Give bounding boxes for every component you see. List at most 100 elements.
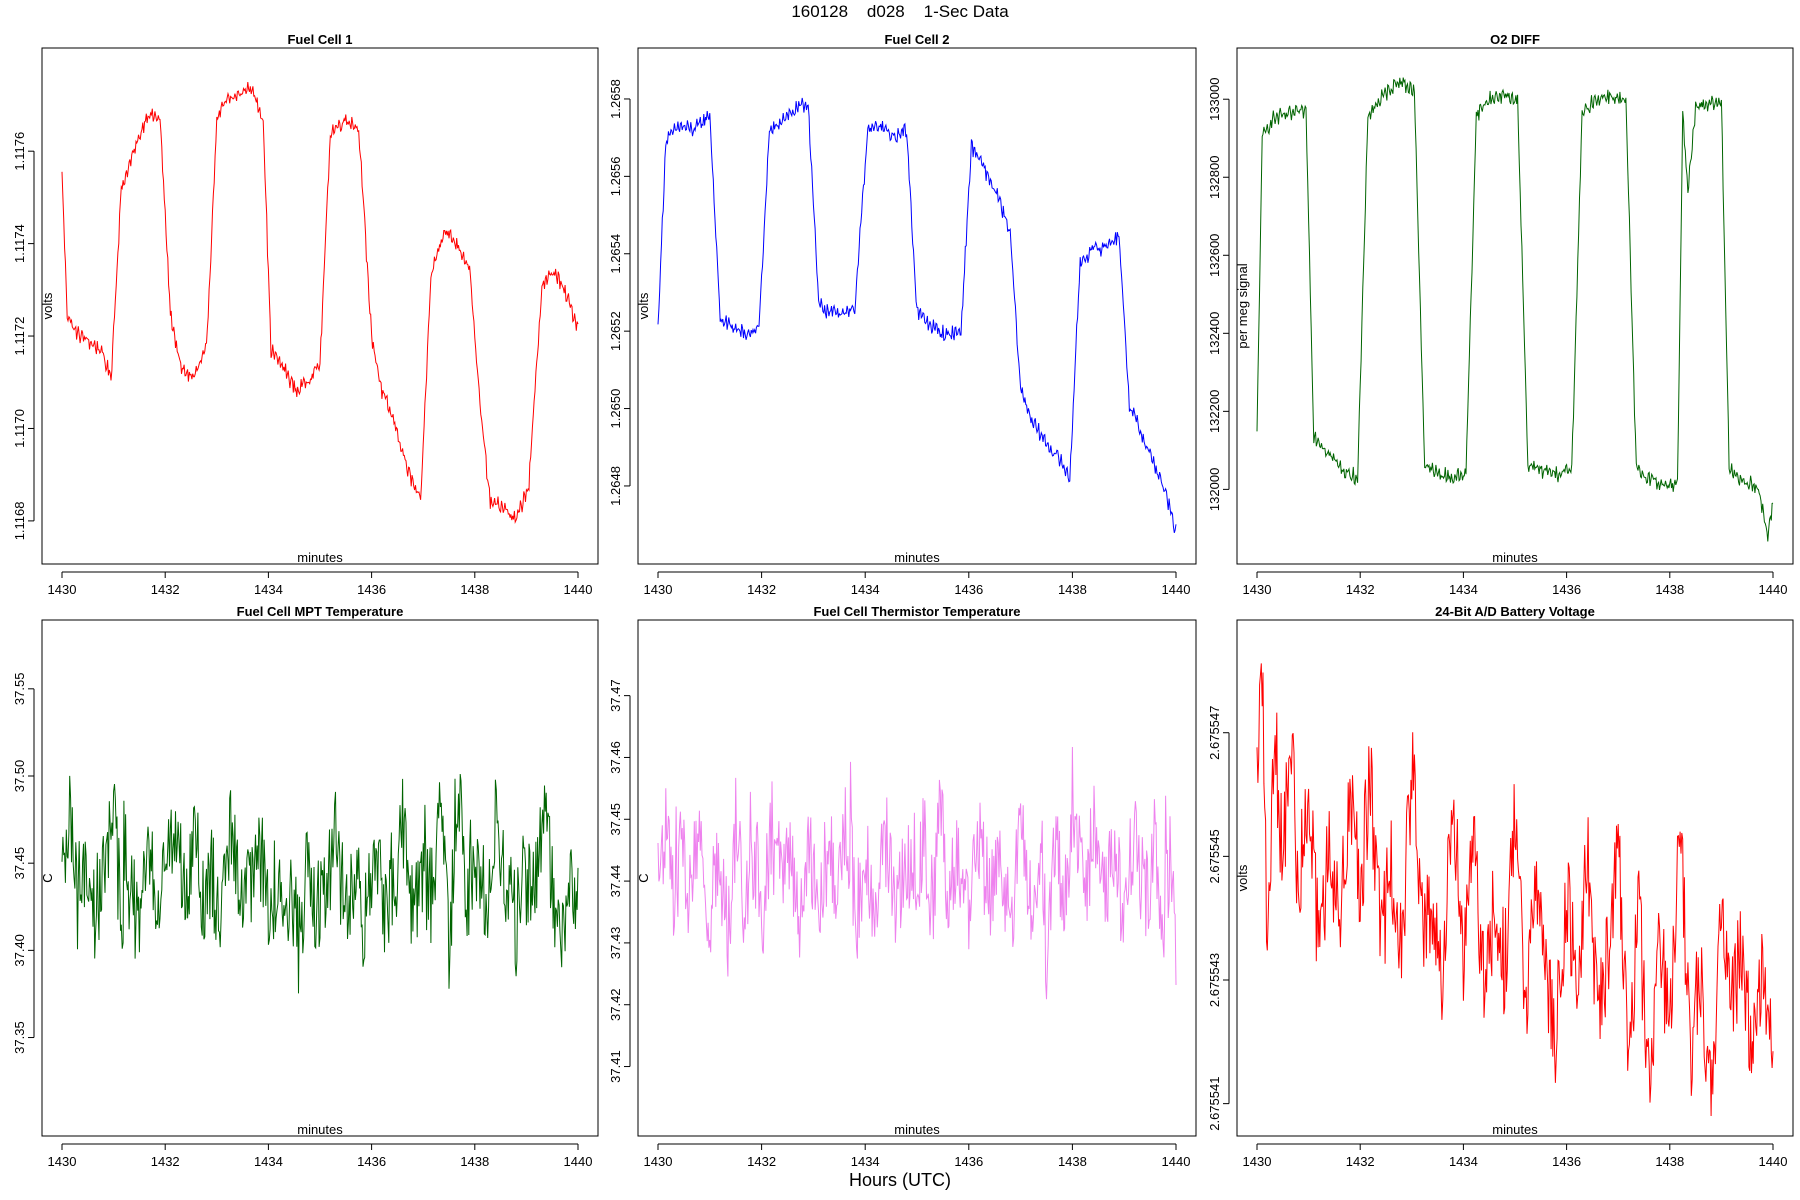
y-tick-label: 1.1170 bbox=[12, 409, 27, 448]
y-axis-label: C bbox=[636, 873, 651, 882]
y-tick-label: 37.44 bbox=[608, 865, 623, 898]
x-tick-label: 1432 bbox=[1346, 1154, 1375, 1169]
y-axis-label: volts bbox=[1235, 864, 1250, 891]
y-axis-label: volts bbox=[636, 292, 651, 319]
y-tick-label: 1.1168 bbox=[12, 501, 27, 540]
plot-frame bbox=[637, 47, 1197, 565]
chart-panel-6: 24-Bit A/D Battery Voltage 1430 1432 1434 14… bbox=[1207, 604, 1794, 1169]
x-axis-label: minutes bbox=[1492, 550, 1538, 565]
x-tick-label: 1432 bbox=[747, 582, 776, 597]
x-tick-label: 1432 bbox=[1346, 582, 1375, 597]
x-tick-label: 1438 bbox=[460, 1154, 489, 1169]
series-line bbox=[61, 773, 579, 994]
x-tick-label: 1440 bbox=[1162, 1154, 1191, 1169]
chart-title: O2 DIFF bbox=[1490, 32, 1540, 47]
chart-title: Fuel Cell 2 bbox=[884, 32, 949, 47]
x-tick-label: 1438 bbox=[1655, 1154, 1684, 1169]
y-tick-label: 2.675541 bbox=[1207, 1077, 1222, 1131]
y-tick-label: 37.55 bbox=[12, 673, 27, 706]
x-tick-label: 1434 bbox=[1449, 582, 1478, 597]
x-tick-label: 1440 bbox=[564, 1154, 593, 1169]
x-axis-label: minutes bbox=[297, 550, 343, 565]
x-tick-label: 1438 bbox=[1655, 582, 1684, 597]
x-tick-label: 1438 bbox=[1058, 1154, 1087, 1169]
x-axis-label: minutes bbox=[894, 1122, 940, 1137]
footer-x-label: Hours (UTC) bbox=[849, 1170, 951, 1190]
x-tick-label: 1432 bbox=[747, 1154, 776, 1169]
x-tick-label: 1432 bbox=[151, 582, 180, 597]
y-tick-label: 37.42 bbox=[608, 988, 623, 1021]
x-tick-label: 1440 bbox=[1162, 582, 1191, 597]
y-axis-label: C bbox=[40, 873, 55, 882]
x-tick-label: 1430 bbox=[48, 1154, 77, 1169]
x-tick-label: 1436 bbox=[357, 1154, 386, 1169]
y-tick-label: 132800 bbox=[1207, 156, 1222, 199]
series-line bbox=[1256, 663, 1774, 1117]
x-tick-label: 1434 bbox=[851, 582, 880, 597]
y-tick-label: 37.50 bbox=[12, 760, 27, 793]
y-tick-label: 37.46 bbox=[608, 741, 623, 774]
y-axis-label: per meg signal bbox=[1235, 263, 1250, 348]
x-tick-label: 1430 bbox=[644, 582, 673, 597]
x-tick-label: 1434 bbox=[254, 1154, 283, 1169]
y-tick-label: 1.2658 bbox=[608, 79, 623, 119]
y-tick-label: 37.40 bbox=[12, 934, 27, 967]
plot-frame bbox=[41, 619, 599, 1137]
y-tick-label: 37.45 bbox=[12, 847, 27, 880]
chart-panel-4: Fuel Cell MPT Temperature 1430 1432 1434 143… bbox=[12, 604, 599, 1169]
x-tick-label: 1430 bbox=[644, 1154, 673, 1169]
y-tick-label: 1.2656 bbox=[608, 156, 623, 196]
chart-panel-3: O2 DIFF 1430 1432 1434 1436 1438 1440 minutes 13… bbox=[1207, 32, 1794, 597]
x-tick-label: 1440 bbox=[564, 582, 593, 597]
x-tick-label: 1436 bbox=[954, 1154, 983, 1169]
series-line bbox=[657, 97, 1177, 533]
x-tick-label: 1430 bbox=[48, 582, 77, 597]
y-tick-label: 37.47 bbox=[608, 679, 623, 712]
x-tick-label: 1430 bbox=[1243, 1154, 1272, 1169]
x-tick-label: 1434 bbox=[1449, 1154, 1478, 1169]
x-tick-label: 1440 bbox=[1759, 582, 1788, 597]
y-tick-label: 1.1172 bbox=[12, 317, 27, 356]
x-axis-label: minutes bbox=[297, 1122, 343, 1137]
plot-frame bbox=[637, 619, 1197, 1137]
x-tick-label: 1438 bbox=[1058, 582, 1087, 597]
page-title: 160128 d028 1-Sec Data bbox=[791, 2, 1009, 21]
series-line bbox=[61, 82, 579, 525]
plot-frame bbox=[1236, 619, 1794, 1137]
plot-frame bbox=[1236, 47, 1794, 565]
y-axis-label: volts bbox=[40, 292, 55, 319]
plot-frame bbox=[41, 47, 599, 565]
y-tick-label: 37.45 bbox=[608, 803, 623, 836]
series-line bbox=[657, 746, 1177, 1000]
x-axis-label: minutes bbox=[1492, 1122, 1538, 1137]
y-tick-label: 133000 bbox=[1207, 78, 1222, 121]
y-tick-label: 1.2650 bbox=[608, 389, 623, 429]
y-tick-label: 1.2652 bbox=[608, 311, 623, 351]
y-tick-label: 132000 bbox=[1207, 468, 1222, 511]
x-tick-label: 1434 bbox=[254, 582, 283, 597]
chart-panel-5: Fuel Cell Thermistor Temperature 1430 1432… bbox=[608, 604, 1197, 1169]
chart-title: Fuel Cell MPT Temperature bbox=[237, 604, 404, 619]
x-tick-label: 1434 bbox=[851, 1154, 880, 1169]
chart-panel-1: Fuel Cell 1 1430 1432 1434 1436 1438 1440 minut… bbox=[12, 32, 599, 597]
y-tick-label: 132200 bbox=[1207, 390, 1222, 433]
y-tick-label: 132400 bbox=[1207, 312, 1222, 355]
y-tick-label: 37.35 bbox=[12, 1021, 27, 1054]
x-axis-label: minutes bbox=[894, 550, 940, 565]
series-line bbox=[1256, 77, 1774, 542]
x-tick-label: 1436 bbox=[1552, 582, 1581, 597]
x-tick-label: 1440 bbox=[1759, 1154, 1788, 1169]
x-tick-label: 1430 bbox=[1243, 582, 1272, 597]
chart-title: Fuel Cell 1 bbox=[287, 32, 352, 47]
chart-panel-2: Fuel Cell 2 1430 1432 1434 1436 1438 1440 minut… bbox=[608, 32, 1197, 597]
y-tick-label: 132600 bbox=[1207, 234, 1222, 277]
y-tick-label: 37.43 bbox=[608, 927, 623, 960]
x-tick-label: 1436 bbox=[954, 582, 983, 597]
chart-title: 24-Bit A/D Battery Voltage bbox=[1435, 604, 1595, 619]
x-tick-label: 1436 bbox=[1552, 1154, 1581, 1169]
y-tick-label: 2.675545 bbox=[1207, 829, 1222, 883]
y-tick-label: 2.675547 bbox=[1207, 706, 1222, 760]
x-tick-label: 1436 bbox=[357, 582, 386, 597]
y-tick-label: 37.41 bbox=[608, 1050, 623, 1083]
